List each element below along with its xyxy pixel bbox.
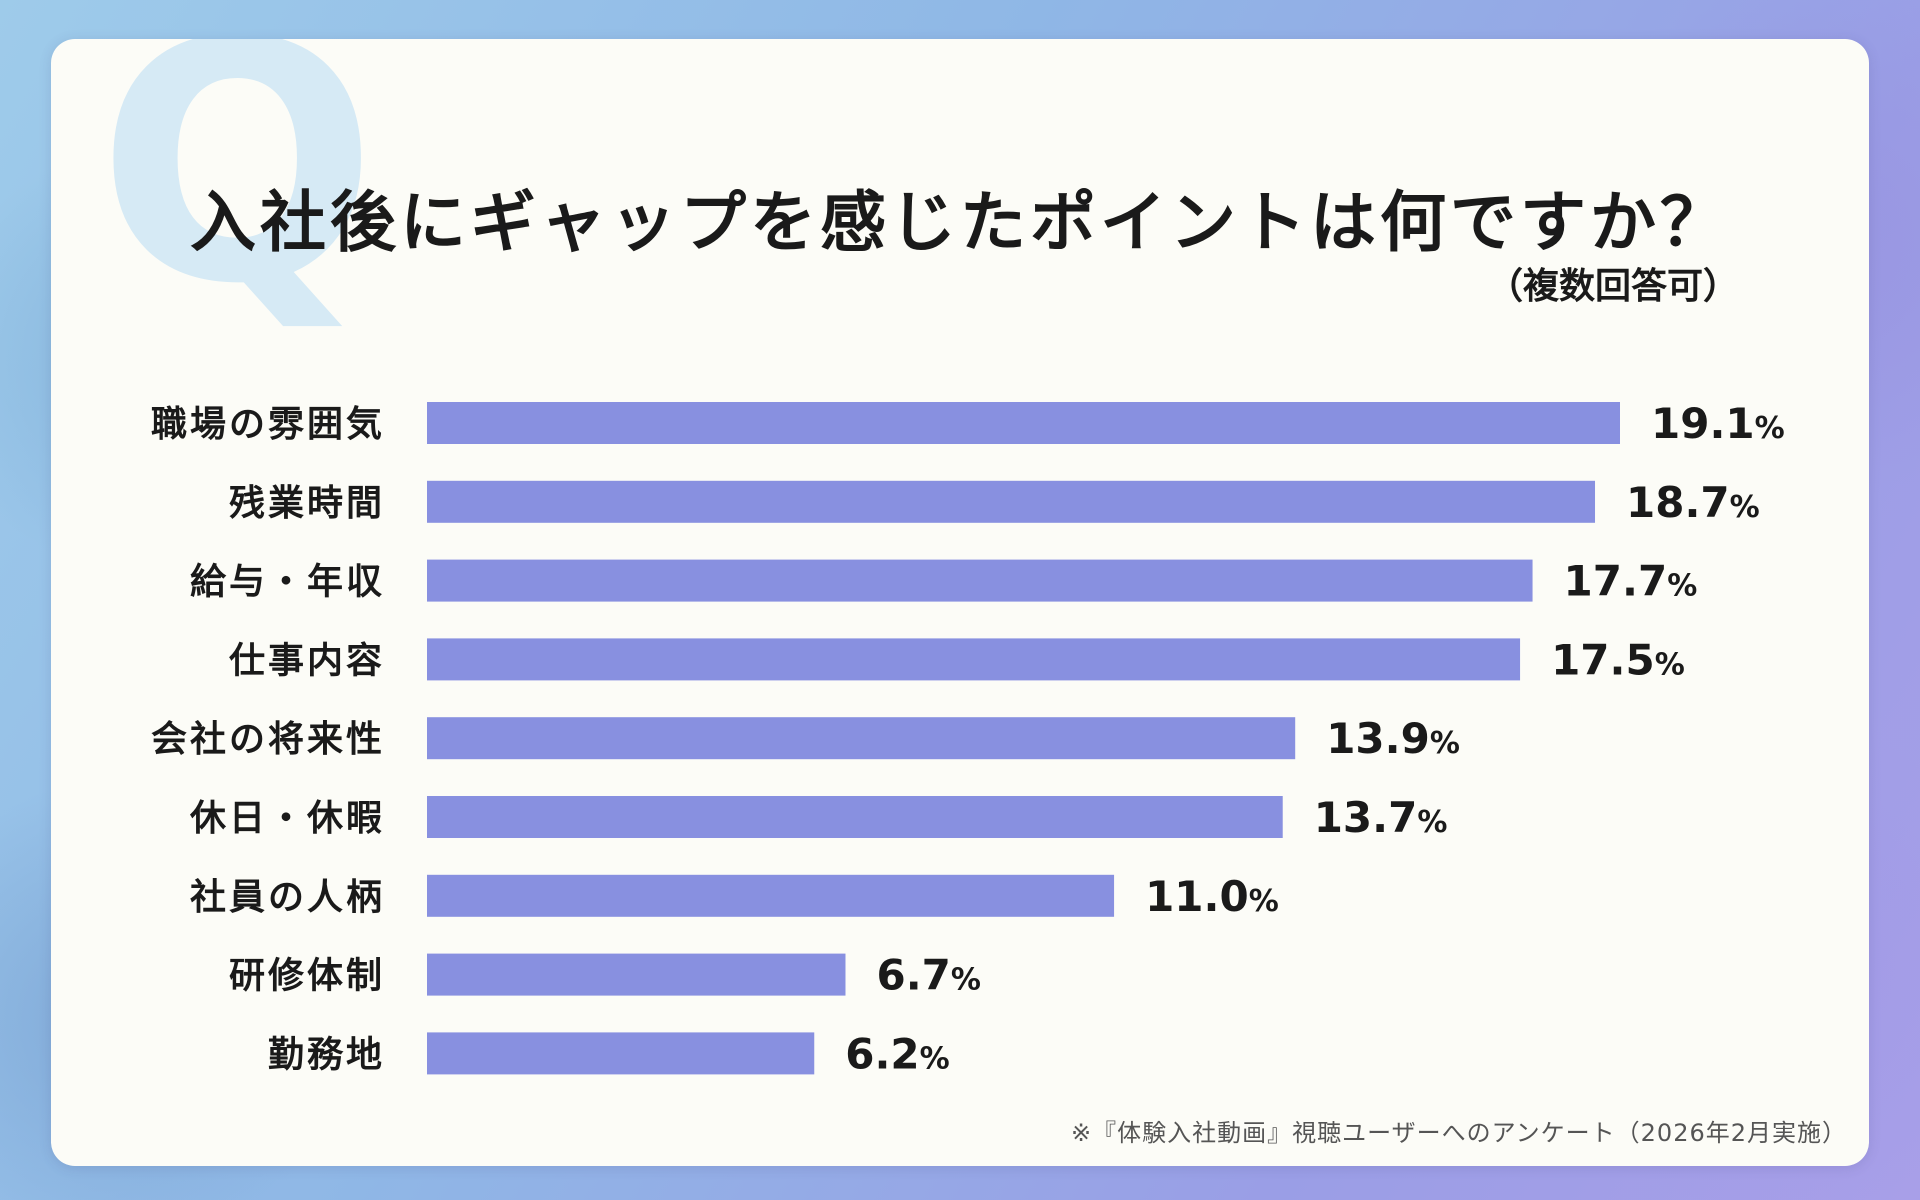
- value-label: 6.7%: [876, 951, 980, 1000]
- bar: [427, 480, 1596, 523]
- value-label: 13.9%: [1326, 714, 1460, 763]
- chart-subtitle: （複数回答可）: [1486, 266, 1739, 307]
- value-label: 17.7%: [1564, 557, 1698, 606]
- category-label: 休日・休暇: [189, 798, 385, 839]
- chart-title: 入社後にギャップを感じたポイントは何ですか？: [190, 184, 1730, 261]
- value-label: 17.5%: [1551, 635, 1685, 684]
- q-mark-decoration: Q: [97, 39, 378, 356]
- bar: [427, 717, 1296, 760]
- category-label: 残業時間: [229, 483, 385, 524]
- category-label: 社員の人柄: [190, 877, 385, 918]
- value-label: 13.7%: [1314, 793, 1448, 842]
- value-label: 18.7%: [1626, 478, 1760, 527]
- category-label: 研修体制: [229, 956, 385, 997]
- bar: [427, 796, 1283, 838]
- bar: [427, 402, 1620, 444]
- value-label: 6.2%: [845, 1029, 949, 1078]
- category-label: 給与・年収: [190, 562, 385, 603]
- bar: [427, 638, 1521, 681]
- value-label: 11.0%: [1145, 872, 1279, 921]
- bar: [427, 874, 1115, 917]
- category-label: 職場の雰囲気: [151, 404, 385, 445]
- bar-chart: 職場の雰囲気 19.1% 残業時間 18.7% 給与・年収 17.7% 仕事内容 17.5% 会…: [151, 399, 1785, 1078]
- bar: [427, 953, 846, 996]
- survey-footnote: ※『体験入社動画』視聴ユーザーへのアンケート（2026年2月実施）: [1070, 1119, 1847, 1147]
- bar: [427, 559, 1533, 602]
- bar: [427, 1032, 815, 1075]
- category-label: 勤務地: [268, 1034, 385, 1075]
- survey-card: Q 入社後にギャップを感じたポイントは何ですか？ （複数回答可） 職場の雰囲気 1…: [51, 39, 1869, 1166]
- category-label: 仕事内容: [229, 640, 385, 681]
- value-label: 19.1%: [1651, 399, 1785, 448]
- category-label: 会社の将来性: [151, 719, 385, 760]
